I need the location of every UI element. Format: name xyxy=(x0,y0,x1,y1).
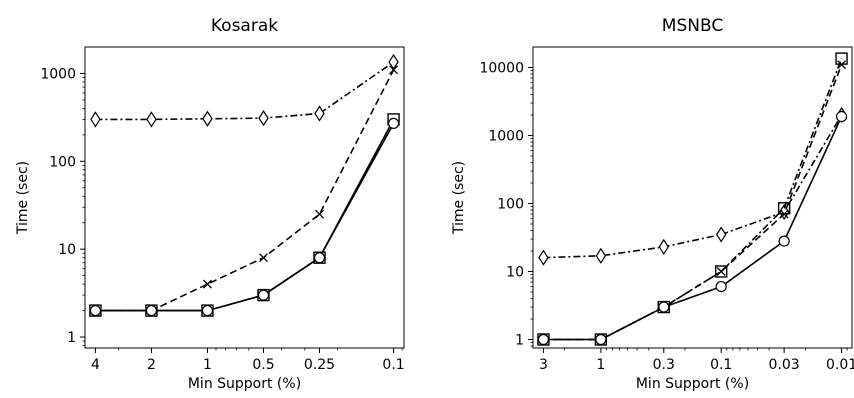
y-tick-label: 10 xyxy=(58,242,76,258)
data-point-x xyxy=(389,65,399,75)
y-tick-label: 1000 xyxy=(488,128,524,144)
chart-title: MSNBC xyxy=(662,16,723,36)
y-tick-label: 100 xyxy=(497,196,524,212)
data-point-x xyxy=(315,209,324,219)
data-point-diamond xyxy=(314,105,325,122)
x-tick-label: 3 xyxy=(539,357,548,373)
y-tick-label: 1000 xyxy=(40,66,76,82)
chart-title: Kosarak xyxy=(211,16,278,36)
x-tick-label: 4 xyxy=(91,357,100,373)
data-point-circle xyxy=(778,235,790,247)
series-line-x xyxy=(95,69,395,312)
data-point-diamond xyxy=(146,111,157,128)
plot-frame xyxy=(532,46,853,349)
y-tick-label: 10 xyxy=(506,264,524,280)
data-point-diamond xyxy=(658,238,670,256)
series-line-x xyxy=(543,64,843,341)
data-point-circle xyxy=(595,333,607,346)
data-point-diamond xyxy=(538,249,549,266)
data-point-square xyxy=(835,52,848,65)
y-axis-label: Time (sec) xyxy=(451,161,467,235)
data-point-square xyxy=(715,265,728,278)
data-point-x xyxy=(203,279,212,289)
x-tick-label: 1 xyxy=(596,357,605,373)
data-point-diamond xyxy=(595,247,607,264)
x-tick-label: 0.3 xyxy=(653,357,675,373)
series-line-circle xyxy=(95,123,395,312)
data-point-circle xyxy=(835,110,848,123)
x-tick-label: 0.25 xyxy=(304,357,335,373)
data-point-diamond xyxy=(90,111,101,128)
y-tick-label: 10000 xyxy=(479,60,524,76)
data-point-diamond xyxy=(202,110,213,127)
x-axis-label: Min Support (%) xyxy=(636,376,749,392)
data-point-diamond xyxy=(258,110,269,127)
data-point-circle xyxy=(537,333,550,346)
data-point-circle xyxy=(658,301,670,313)
x-tick-label: 0.1 xyxy=(382,357,404,373)
x-tick-label: 0.01 xyxy=(826,357,854,373)
x-tick-label: 0.1 xyxy=(710,357,732,373)
data-point-circle xyxy=(145,304,158,317)
series-line-diamond xyxy=(95,61,395,121)
x-tick-label: 0.03 xyxy=(769,357,800,373)
data-point-circle xyxy=(715,280,727,293)
y-tick-label: 100 xyxy=(49,154,76,170)
x-tick-label: 2 xyxy=(147,357,156,373)
series-line-square xyxy=(95,119,395,312)
x-tick-label: 1 xyxy=(203,357,212,373)
x-axis-label: Min Support (%) xyxy=(188,376,301,392)
data-point-circle xyxy=(313,252,326,264)
data-point-x xyxy=(259,253,268,263)
data-point-diamond xyxy=(715,226,727,243)
series-line-circle xyxy=(543,116,843,341)
y-tick-label: 1 xyxy=(515,333,524,349)
x-tick-label: 0.5 xyxy=(252,357,274,373)
data-point-circle xyxy=(387,117,400,130)
data-point-circle xyxy=(201,304,214,317)
plot-frame xyxy=(84,46,405,349)
y-axis-label: Time (sec) xyxy=(15,161,31,235)
series-line-diamond xyxy=(543,114,843,259)
y-tick-label: 1 xyxy=(67,330,76,346)
chart-panel-1: Kosarak 4 2 1 0.5 0.25 0.1 1 10 100 1000 Min Suppor… xyxy=(15,16,405,392)
data-point-circle xyxy=(257,289,270,301)
data-point-circle xyxy=(89,304,102,317)
data-point-square xyxy=(777,202,791,215)
